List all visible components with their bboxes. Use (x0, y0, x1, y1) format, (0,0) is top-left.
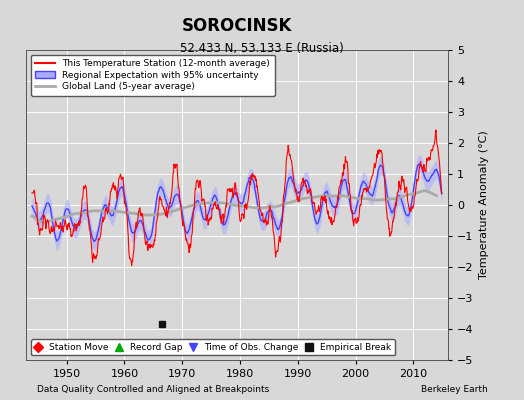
Text: Berkeley Earth: Berkeley Earth (421, 385, 487, 394)
Text: 52.433 N, 53.133 E (Russia): 52.433 N, 53.133 E (Russia) (180, 42, 344, 55)
Y-axis label: Temperature Anomaly (°C): Temperature Anomaly (°C) (479, 131, 489, 279)
Title: SOROCINSK: SOROCINSK (182, 16, 292, 34)
Text: Data Quality Controlled and Aligned at Breakpoints: Data Quality Controlled and Aligned at B… (37, 385, 269, 394)
Legend: Station Move, Record Gap, Time of Obs. Change, Empirical Break: Station Move, Record Gap, Time of Obs. C… (31, 339, 395, 356)
